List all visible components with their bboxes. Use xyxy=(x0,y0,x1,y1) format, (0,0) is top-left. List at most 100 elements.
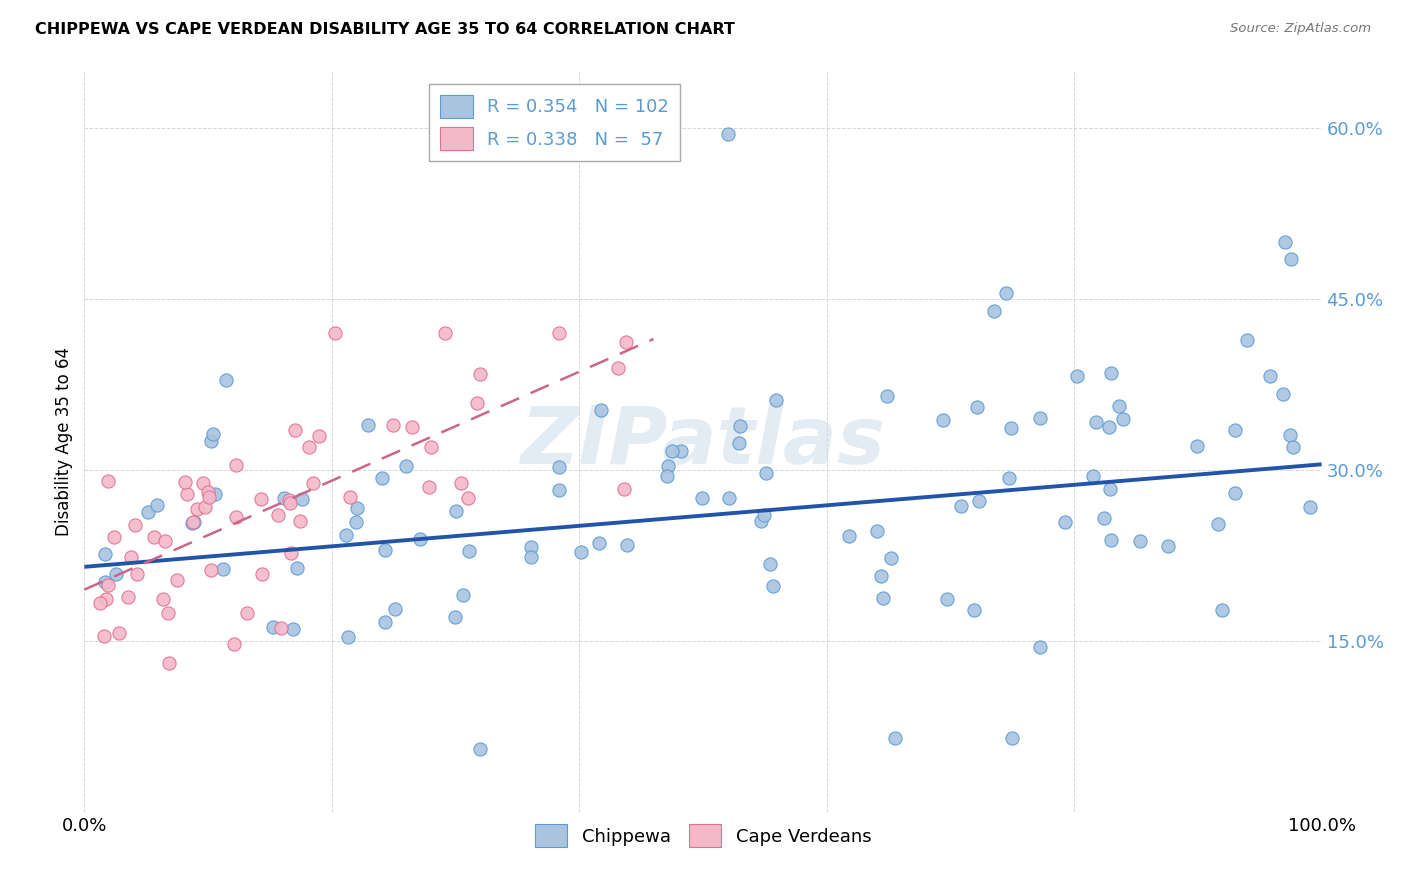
Point xyxy=(588,536,610,550)
Point xyxy=(278,492,301,507)
Point xyxy=(443,609,465,624)
Point xyxy=(285,561,308,575)
Point xyxy=(173,475,195,489)
Point xyxy=(444,504,467,518)
Point xyxy=(262,620,284,634)
Point xyxy=(765,392,787,407)
Point xyxy=(1098,482,1121,496)
Point xyxy=(963,603,986,617)
Point xyxy=(1223,424,1246,438)
Point xyxy=(1157,539,1180,553)
Point xyxy=(616,538,638,552)
Point xyxy=(96,474,118,488)
Point xyxy=(357,418,380,433)
Point xyxy=(1092,511,1115,525)
Point xyxy=(108,626,131,640)
Point xyxy=(250,567,273,582)
Point xyxy=(728,436,751,450)
Point xyxy=(755,466,778,480)
Point xyxy=(124,518,146,533)
Point xyxy=(224,637,246,651)
Point xyxy=(1099,533,1122,548)
Point xyxy=(212,562,235,576)
Point xyxy=(1211,602,1233,616)
Point xyxy=(1258,369,1281,384)
Point xyxy=(93,629,115,643)
Point xyxy=(200,434,222,449)
Point xyxy=(606,360,628,375)
Point xyxy=(983,303,1005,318)
Point xyxy=(103,530,125,544)
Point xyxy=(458,543,481,558)
Point xyxy=(876,389,898,403)
Point xyxy=(117,590,139,604)
Point xyxy=(270,621,292,635)
Point xyxy=(157,607,180,621)
Point xyxy=(384,602,406,616)
Point xyxy=(838,529,860,543)
Point xyxy=(267,508,290,522)
Point xyxy=(450,476,472,491)
Point xyxy=(690,491,713,506)
Point xyxy=(183,515,205,529)
Point xyxy=(869,569,891,583)
Point xyxy=(94,547,117,561)
Point xyxy=(194,500,217,514)
Point xyxy=(1278,428,1301,442)
Point xyxy=(949,499,972,513)
Point xyxy=(614,335,637,350)
Point xyxy=(418,480,440,494)
Point xyxy=(120,549,142,564)
Point xyxy=(284,423,307,437)
Point xyxy=(879,550,901,565)
Point xyxy=(547,326,569,341)
Point xyxy=(225,509,247,524)
Point xyxy=(157,657,180,671)
Point xyxy=(374,615,396,629)
Point xyxy=(1098,420,1121,434)
Point xyxy=(346,500,368,515)
Point xyxy=(883,731,905,745)
Point xyxy=(1029,640,1052,655)
Point xyxy=(613,482,636,496)
Point xyxy=(339,490,361,504)
Point xyxy=(94,574,117,589)
Point xyxy=(166,573,188,587)
Point xyxy=(1279,252,1302,267)
Point xyxy=(1128,534,1150,549)
Point xyxy=(520,549,543,564)
Point xyxy=(1223,486,1246,500)
Point xyxy=(344,516,367,530)
Point xyxy=(215,373,238,387)
Point xyxy=(152,592,174,607)
Point xyxy=(433,326,456,341)
Point xyxy=(291,491,314,506)
Point xyxy=(998,470,1021,484)
Point xyxy=(176,487,198,501)
Point xyxy=(145,498,167,512)
Point xyxy=(225,458,247,473)
Point xyxy=(1236,333,1258,347)
Point xyxy=(89,596,111,610)
Point xyxy=(371,471,394,485)
Point xyxy=(1111,411,1133,425)
Point xyxy=(181,516,204,530)
Point xyxy=(589,403,612,417)
Point xyxy=(1299,500,1322,515)
Point xyxy=(1001,731,1024,745)
Point xyxy=(935,591,957,606)
Point xyxy=(758,558,780,572)
Point xyxy=(669,444,692,458)
Point xyxy=(97,578,120,592)
Point xyxy=(995,286,1018,301)
Point xyxy=(337,630,360,644)
Point xyxy=(865,524,887,538)
Point xyxy=(1099,366,1122,380)
Point xyxy=(718,491,741,505)
Point xyxy=(127,567,149,582)
Point xyxy=(470,367,492,381)
Point xyxy=(273,491,295,505)
Point xyxy=(717,127,740,141)
Point xyxy=(200,564,222,578)
Point xyxy=(520,540,543,554)
